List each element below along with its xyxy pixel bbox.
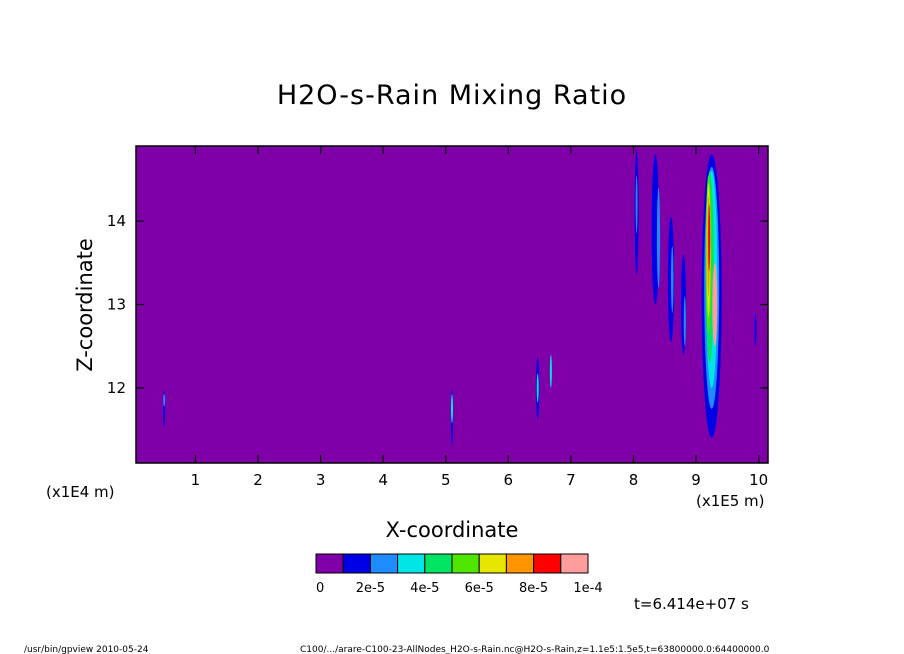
- colorbar-swatch-8: [533, 553, 562, 574]
- x-tick-label-9: 9: [691, 471, 701, 489]
- footer-right: C100/.../arare-C100-23-AllNodes_H2O-s-Ra…: [300, 645, 770, 654]
- y-tick-label-13: 13: [107, 296, 126, 314]
- x-tick-label-1: 1: [191, 471, 201, 489]
- contour-feature-1: [163, 394, 166, 407]
- x-tick-label-7: 7: [566, 471, 576, 489]
- time-label: t=6.414e+07 s: [634, 595, 749, 613]
- colorbar-swatch-7: [505, 553, 535, 574]
- x-tick-label-2: 2: [253, 471, 263, 489]
- contour-feature-10: [656, 187, 661, 288]
- x-tick-label-5: 5: [441, 471, 451, 489]
- x-axis-label: X-coordinate: [386, 518, 519, 542]
- y-axis-label: Z-coordinate: [73, 238, 97, 372]
- contour-feature-14: [683, 296, 686, 347]
- colorbar-label-2: 4e-5: [410, 581, 439, 596]
- footer-left: /usr/bin/gpview 2010-05-24: [24, 645, 149, 654]
- colorbar: [315, 553, 589, 574]
- colorbar-label-1: 2e-5: [356, 581, 385, 596]
- colorbar-swatch-2: [369, 553, 399, 574]
- y-scale-note: (x1E4 m): [46, 483, 115, 501]
- contour-feature-5: [536, 373, 539, 403]
- colorbar-label-5: 1e-4: [573, 581, 602, 596]
- colorbar-swatch-3: [397, 553, 426, 574]
- contour-feature-22: [708, 204, 711, 272]
- contour-feature-6: [549, 354, 552, 388]
- colorbar-label-3: 6e-5: [465, 581, 494, 596]
- x-tick-label-6: 6: [504, 471, 514, 489]
- contour-feature-24: [754, 312, 757, 347]
- colorbar-swatch-5: [451, 553, 480, 574]
- contour-feature-12: [671, 246, 674, 313]
- x-scale-note: (x1E5 m): [696, 492, 765, 510]
- x-tick-label-4: 4: [378, 471, 388, 489]
- colorbar-label-4: 8e-5: [519, 581, 548, 596]
- colorbar-swatch-6: [478, 553, 507, 574]
- contour-feature-3: [451, 394, 453, 424]
- colorbar-swatch-4: [424, 553, 453, 574]
- colorbar-swatch-0: [315, 553, 344, 574]
- contour-feature-23: [712, 262, 718, 347]
- x-tick-label-8: 8: [629, 471, 639, 489]
- y-tick-label-12: 12: [107, 379, 126, 397]
- colorbar-label-0: 0: [316, 581, 324, 596]
- colorbar-swatch-1: [342, 553, 371, 574]
- x-tick-label-3: 3: [316, 471, 326, 489]
- x-tick-label-10: 10: [749, 471, 768, 489]
- colorbar-swatch-9: [560, 553, 589, 574]
- chart-title: H2O-s-Rain Mixing Ratio: [277, 80, 627, 111]
- contour-feature-8: [635, 175, 638, 234]
- y-tick-label-14: 14: [107, 212, 126, 230]
